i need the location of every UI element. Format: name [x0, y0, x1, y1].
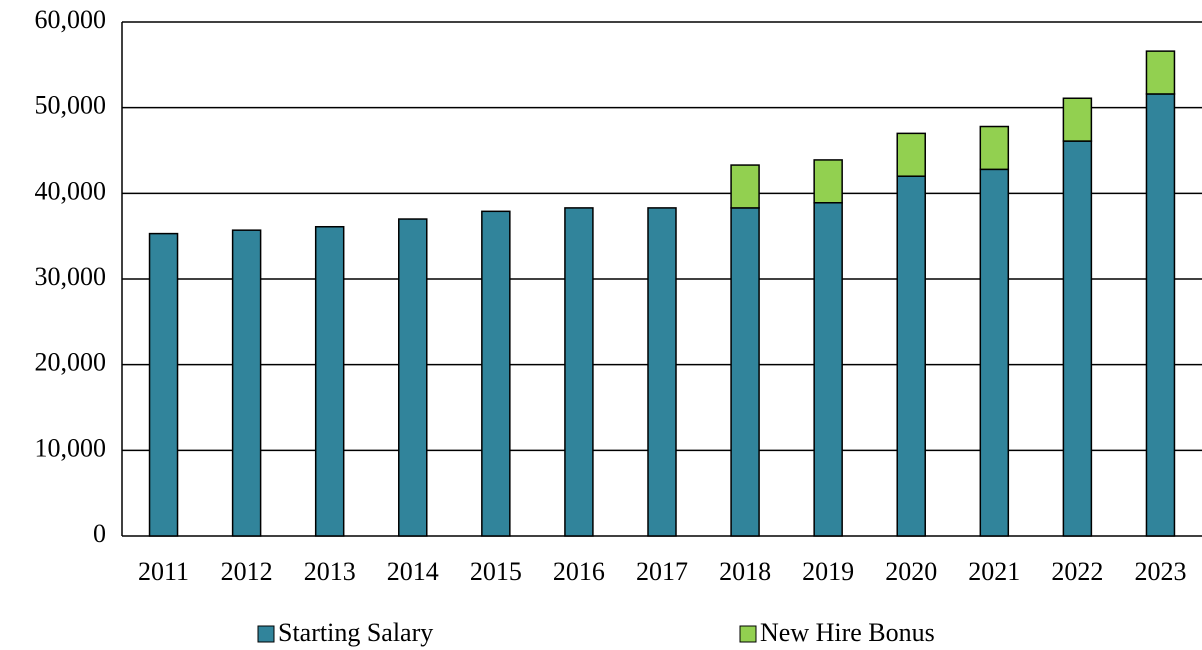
- bar-segment: [979, 125, 1010, 171]
- bar-segment: [1062, 97, 1093, 142]
- bar-segment: [813, 202, 843, 537]
- y-tick-label: 60,000: [35, 5, 107, 34]
- x-tick-label: 2020: [885, 557, 937, 586]
- x-tick-label: 2018: [719, 557, 771, 586]
- y-tick-label: 50,000: [35, 91, 107, 120]
- bar-segment: [813, 159, 843, 204]
- bar-segment: [564, 207, 594, 537]
- x-tick-label: 2016: [553, 557, 605, 586]
- bar-segment: [481, 210, 511, 537]
- x-tick-label: 2022: [1051, 557, 1103, 586]
- legend-label: Starting Salary: [278, 618, 433, 647]
- legend-swatch: [257, 625, 275, 643]
- x-tick-label: 2013: [304, 557, 356, 586]
- x-tick-label: 2019: [802, 557, 854, 586]
- y-tick-label: 20,000: [35, 348, 107, 377]
- y-tick-label: 40,000: [35, 176, 107, 205]
- x-tick-label: 2023: [1134, 557, 1186, 586]
- y-tick-label: 0: [93, 519, 106, 548]
- bar-segment: [730, 164, 760, 209]
- bar-segment: [896, 132, 926, 177]
- x-tick-label: 2012: [221, 557, 273, 586]
- bar-segment: [148, 232, 179, 537]
- x-tick-label: 2017: [636, 557, 688, 586]
- bar-segment: [398, 218, 428, 537]
- bar-segment: [896, 175, 926, 537]
- bar-segment: [1062, 140, 1093, 537]
- x-tick-label: 2021: [968, 557, 1020, 586]
- bar-segment: [1145, 50, 1176, 95]
- legend-swatch: [739, 625, 757, 643]
- legend-label: New Hire Bonus: [760, 618, 935, 647]
- bar-segment: [979, 168, 1010, 537]
- bar-segment: [1145, 93, 1176, 537]
- bar-segment: [314, 225, 345, 537]
- x-tick-label: 2011: [138, 557, 189, 586]
- bar-segment: [730, 207, 760, 537]
- x-tick-label: 2014: [387, 557, 439, 586]
- bar-segment: [231, 229, 262, 537]
- y-tick-label: 10,000: [35, 433, 107, 462]
- y-tick-label: 30,000: [35, 262, 107, 291]
- bar-segment: [647, 207, 677, 537]
- x-tick-label: 2015: [470, 557, 522, 586]
